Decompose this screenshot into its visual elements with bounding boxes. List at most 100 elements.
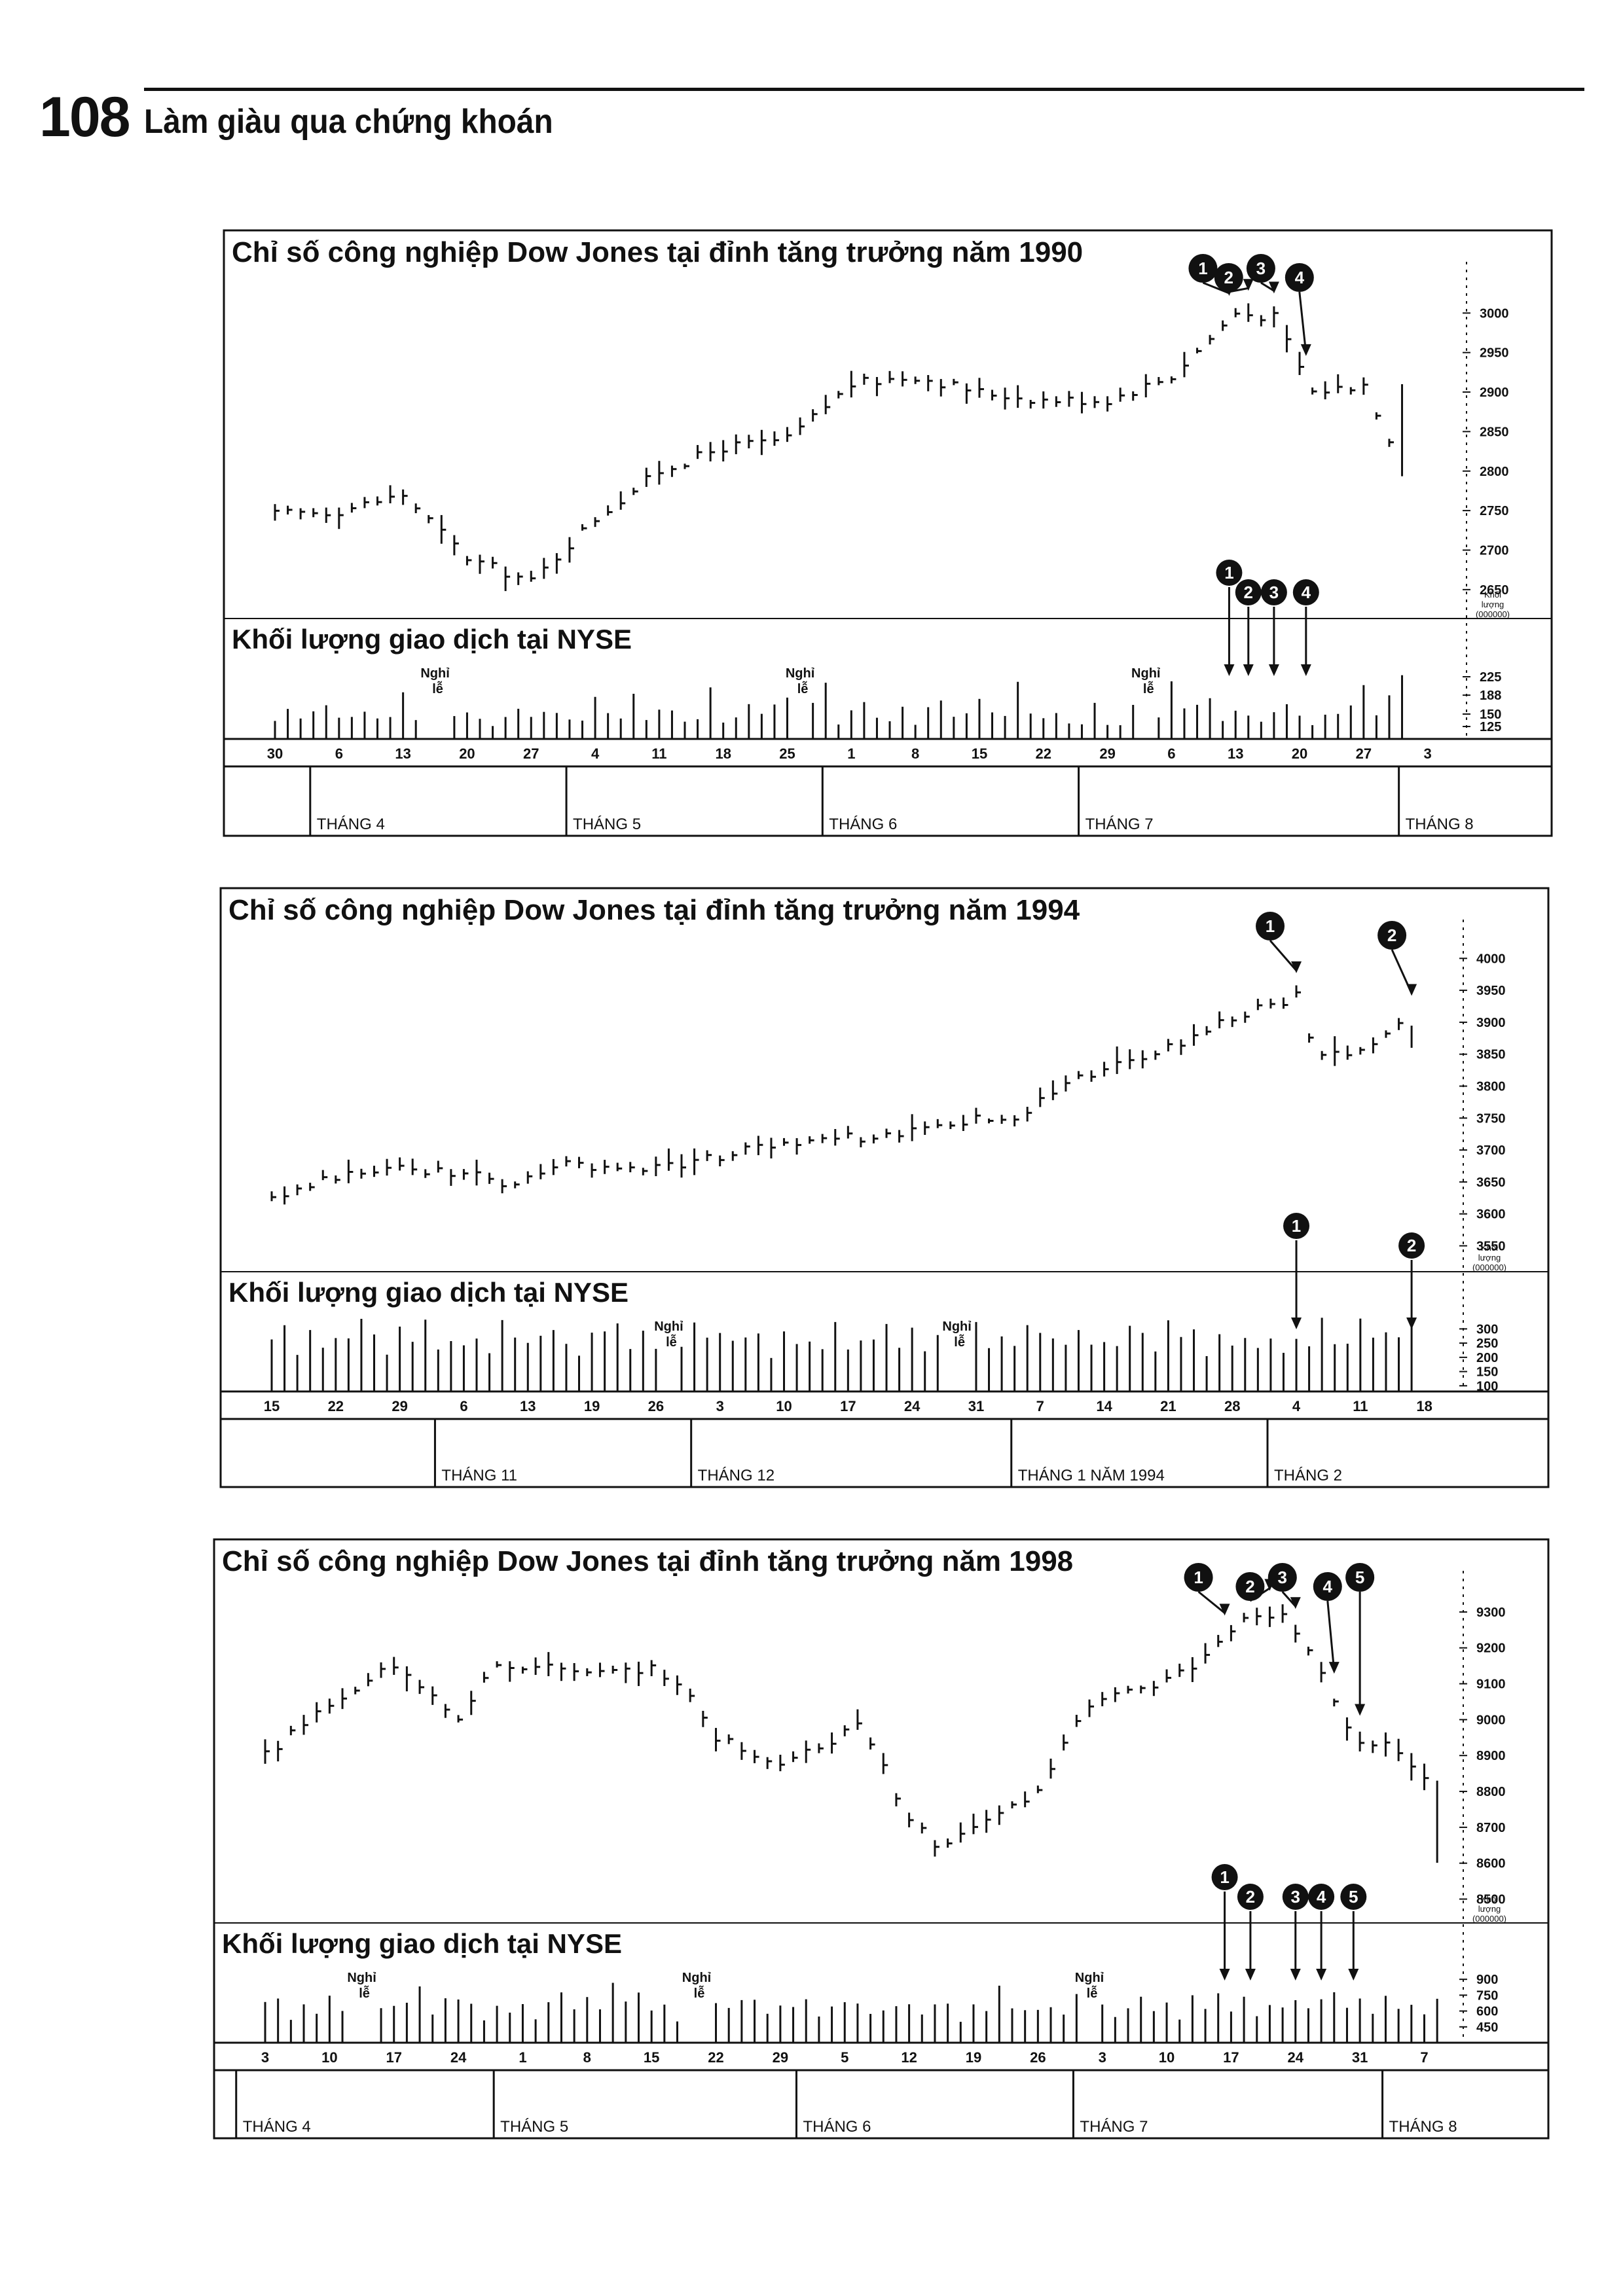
volume-marker-circle (1292, 579, 1319, 605)
y-tick-label: 2650 (1480, 583, 1509, 598)
volume-unit-label: (000000) (1476, 609, 1510, 619)
marker-number: 1 (1198, 259, 1207, 278)
marker-arrowhead (1268, 281, 1279, 294)
x-axis-dates: 3 10 17 24 1 8 15 22 29 5 12 19 26 3 10 17 24 31 7 (261, 2049, 1429, 2066)
volume-tick-label: 150 (1476, 1365, 1498, 1380)
month-label: THÁNG 6 (829, 816, 897, 833)
marker-number: 1 (1194, 1568, 1203, 1587)
marker-circle (1377, 921, 1407, 950)
y-tick-label: 8500 (1476, 1893, 1506, 1907)
y-tick-label: 2700 (1480, 543, 1509, 558)
volume-marker-number: 4 (1317, 1887, 1326, 1907)
marker-circle (1313, 1572, 1342, 1601)
x-date-label: 17 (386, 2049, 401, 2066)
marker-number: 1 (1266, 916, 1275, 936)
volume-marker-number: 1 (1220, 1867, 1229, 1887)
volume-markers: 12 (1283, 1213, 1425, 1329)
month-label: THÁNG 11 (441, 1467, 517, 1484)
marker-circle (1184, 1563, 1213, 1592)
holiday-label-line: Nghỉ (786, 666, 815, 681)
volume-marker-circle (1283, 1213, 1310, 1239)
marker-arrow (1326, 1600, 1336, 1672)
volume-marker-arrowhead (1219, 1969, 1230, 1981)
chart-frame (213, 1538, 1550, 2140)
x-date-label: 25 (779, 745, 795, 762)
marker-circle (1345, 1563, 1375, 1592)
x-date-label: 4 (591, 745, 600, 762)
y-axis-ticks: 9300 9200 9100 9000 8900 8800 8700 8600 8500Khối… (1459, 1605, 1506, 2035)
chart-panel-1994: Chỉ số công nghiệp Dow Jones tại đỉnh tă… (213, 880, 1555, 1492)
y-tick-label: 9000 (1476, 1713, 1506, 1727)
x-date-label: 4 (1292, 1398, 1301, 1414)
volume-title: Khối lượng giao dịch tại NYSE (222, 1928, 622, 1959)
x-date-label: 13 (520, 1398, 536, 1414)
y-tick-label: 9100 (1476, 1677, 1506, 1692)
x-date-label: 24 (1288, 2049, 1304, 2066)
x-date-label: 15 (264, 1398, 280, 1414)
holiday-label-line: Nghỉ (1131, 666, 1161, 681)
x-date-label: 7 (1036, 1398, 1044, 1414)
y-tick-label: 3550 (1476, 1239, 1506, 1253)
volume-tick-label: 200 (1476, 1351, 1498, 1365)
x-date-label: 13 (1228, 745, 1243, 762)
x-date-label: 7 (1420, 2049, 1428, 2066)
marker-circle (1256, 912, 1285, 941)
x-date-label: 8 (583, 2049, 591, 2066)
x-date-label: 10 (776, 1398, 792, 1414)
marker-number: 3 (1256, 259, 1266, 278)
x-date-label: 28 (1224, 1398, 1240, 1414)
y-tick-label: 3000 (1480, 306, 1509, 321)
y-axis-ticks: 4000 3950 3900 3850 3800 3750 3700 3650 3600 3550… (1459, 952, 1506, 1393)
marker-circle (1188, 254, 1218, 283)
chart-title: Chỉ số công nghiệp Dow Jones tại đỉnh tă… (232, 236, 1083, 268)
marker-number: 3 (1278, 1568, 1287, 1587)
volume-marker-circle (1216, 560, 1243, 586)
volume-title: Khối lượng giao dịch tại NYSE (228, 1277, 629, 1308)
marker-circle (1267, 1563, 1297, 1592)
volume-bars (270, 1318, 1413, 1391)
volume-unit-label: lượng (1478, 1253, 1501, 1263)
volume-marker-arrowhead (1406, 1318, 1417, 1329)
y-tick-label: 2800 (1480, 465, 1509, 479)
volume-marker-circle (1211, 1864, 1238, 1890)
frame-border (213, 1538, 1550, 2140)
marker-arrowhead (1328, 1662, 1340, 1674)
volume-marker-arrowhead (1224, 664, 1235, 676)
x-date-label: 6 (1167, 745, 1175, 762)
marker-arrowhead (1219, 1604, 1230, 1616)
price-bars (274, 303, 1404, 592)
x-date-label: 31 (1352, 2049, 1368, 2066)
holiday-label-line: Nghỉ (654, 1319, 684, 1334)
marker-arrow (1197, 1590, 1226, 1614)
y-tick-label: 3950 (1476, 984, 1506, 998)
y-tick-label: 8800 (1476, 1785, 1506, 1799)
chart-frame (223, 229, 1553, 837)
volume-marker-arrowhead (1348, 1969, 1359, 1981)
month-label: THÁNG 5 (573, 816, 641, 833)
month-label: THÁNG 4 (317, 816, 385, 833)
volume-marker-circle (1340, 1884, 1367, 1910)
x-date-label: 15 (644, 2049, 659, 2066)
volume-marker-arrowhead (1290, 1969, 1301, 1981)
y-tick-label: 8900 (1476, 1749, 1506, 1763)
volume-marker-circle (1260, 579, 1287, 605)
volume-marker-number: 1 (1292, 1216, 1301, 1236)
x-date-label: 3 (1424, 745, 1432, 762)
x-date-label: 10 (321, 2049, 337, 2066)
volume-marker-number: 2 (1246, 1887, 1255, 1907)
volume-marker-circle (1308, 1884, 1335, 1910)
marker-number: 2 (1224, 268, 1233, 287)
volume-marker-arrowhead (1245, 1969, 1256, 1981)
volume-tick-label: 125 (1480, 720, 1501, 734)
holiday-label-line: lễ (694, 1985, 705, 2001)
y-tick-label: 3650 (1476, 1175, 1506, 1190)
y-tick-label: 2950 (1480, 346, 1509, 361)
x-date-label: 26 (648, 1398, 664, 1414)
chart-title: Chỉ số công nghiệp Dow Jones tại đỉnh tă… (222, 1545, 1073, 1577)
x-date-label: 5 (841, 2049, 848, 2066)
marker-arrowhead (1290, 1597, 1301, 1609)
